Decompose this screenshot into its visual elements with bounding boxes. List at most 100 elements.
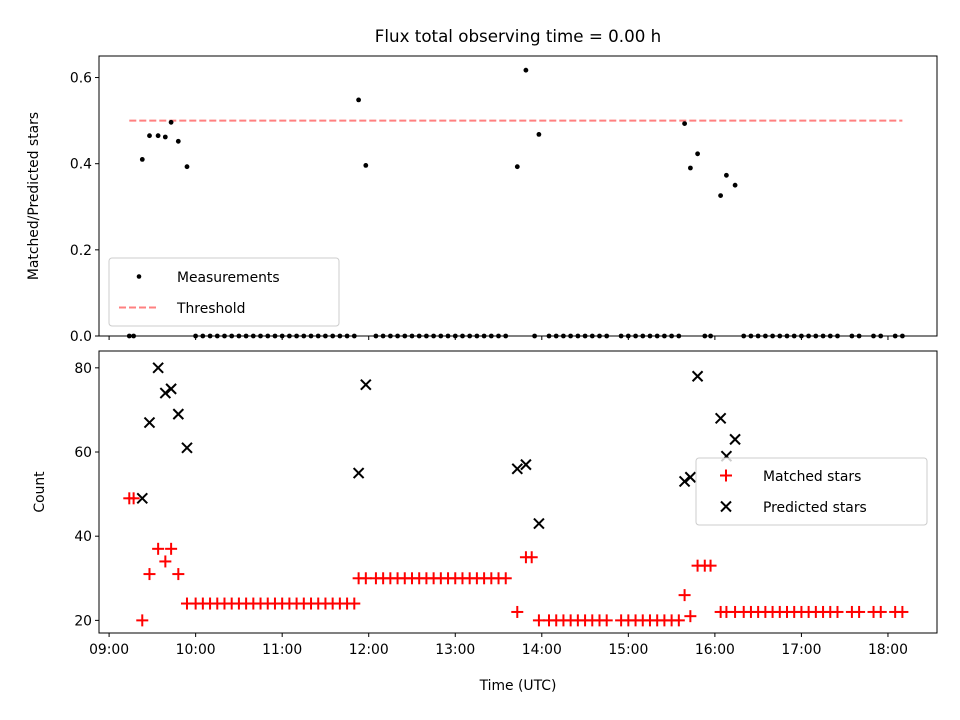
x-tick-label: 17:00 bbox=[781, 642, 821, 658]
predicted-star-point bbox=[352, 467, 365, 479]
legend-matched-label: Matched stars bbox=[763, 469, 861, 485]
predicted-star-point bbox=[684, 471, 697, 483]
ratio-y-axis-label: Matched/Predicted stars bbox=[26, 112, 42, 280]
y-tick-label: 80 bbox=[74, 361, 92, 377]
count-axes: 20 40 60 80 09:00 10:00 11:00 12:00 13:00 14:00 1… bbox=[32, 350, 938, 694]
matched-star-point bbox=[874, 605, 887, 618]
measurement-point bbox=[356, 97, 361, 103]
legend-threshold-label: Threshold bbox=[176, 301, 245, 317]
predicted-star-point bbox=[714, 412, 727, 425]
matched-star-point bbox=[152, 542, 165, 555]
matched-star-point bbox=[704, 559, 717, 572]
legend-matched-marker bbox=[720, 469, 732, 482]
y-tick-label: 0.0 bbox=[70, 329, 92, 345]
predicted-star-point bbox=[159, 387, 172, 399]
predicted-star-point bbox=[172, 408, 185, 420]
predicted-star-point bbox=[136, 492, 148, 505]
x-tick-label: 12:00 bbox=[349, 642, 389, 658]
ratio-axes-frame bbox=[98, 55, 938, 337]
legend-measurements-label: Measurements bbox=[177, 270, 280, 286]
x-tick-label: 11:00 bbox=[262, 642, 302, 658]
y-tick-label: 0.4 bbox=[70, 157, 92, 173]
predicted-star-point bbox=[729, 433, 741, 446]
x-tick-label: 13:00 bbox=[435, 642, 475, 658]
matched-star-point bbox=[143, 568, 156, 581]
predicted-star-point bbox=[360, 378, 372, 391]
legend-predicted-label: Predicted stars bbox=[763, 500, 867, 516]
x-tick-label: 15:00 bbox=[608, 642, 648, 658]
x-tick-label: 16:00 bbox=[695, 642, 735, 658]
matched-star-point bbox=[136, 614, 149, 627]
measurement-point bbox=[724, 172, 729, 178]
measurement-point bbox=[147, 133, 152, 139]
predicted-star-point bbox=[143, 416, 156, 429]
matched-star-point bbox=[172, 568, 185, 581]
measurement-point bbox=[523, 67, 529, 73]
count-x-axis-label: Time (UTC) bbox=[479, 678, 557, 694]
measurement-point bbox=[695, 151, 700, 157]
measurement-point bbox=[175, 138, 181, 144]
count-y-axis-label: Count bbox=[32, 471, 48, 513]
legend-predicted-marker bbox=[720, 500, 732, 513]
count-legend-box bbox=[695, 457, 928, 526]
matched-star-point bbox=[672, 614, 685, 627]
ratio-axes: 0.0 0.2 0.4 0.6 Matched/Predicted stars Mea… bbox=[26, 55, 938, 345]
predicted-star-point bbox=[520, 458, 532, 471]
measurement-point bbox=[514, 164, 520, 170]
ratio-legend: Measurements Threshold bbox=[108, 257, 340, 327]
count-x-ticks: 09:00 10:00 11:00 12:00 13:00 14:00 15:00 16:00… bbox=[89, 633, 908, 658]
measurement-point bbox=[732, 182, 738, 188]
legend-measurements-marker bbox=[136, 274, 142, 279]
y-tick-label: 0.6 bbox=[70, 71, 92, 87]
ratio-y-ticks: 0.0 0.2 0.4 0.6 bbox=[70, 71, 99, 345]
ratio-plot-area bbox=[126, 67, 905, 339]
measurement-point bbox=[536, 132, 542, 137]
ratio-x-ticks bbox=[108, 336, 889, 340]
chart-title: Flux total observing time = 0.00 h bbox=[375, 26, 661, 46]
matched-star-point bbox=[159, 555, 172, 568]
measurement-point bbox=[688, 165, 693, 171]
matched-star-point bbox=[684, 610, 697, 623]
count-y-ticks: 20 40 60 80 bbox=[74, 361, 99, 629]
y-tick-label: 40 bbox=[74, 529, 92, 545]
measurement-point bbox=[718, 193, 723, 199]
matched-star-point bbox=[348, 597, 361, 610]
matched-star-point bbox=[511, 605, 524, 618]
y-tick-label: 60 bbox=[74, 445, 92, 461]
matched-star-point bbox=[831, 605, 844, 618]
matched-star-point bbox=[359, 572, 372, 585]
predicted-star-point bbox=[678, 475, 691, 488]
measurement-point bbox=[155, 133, 161, 139]
matched-star-point bbox=[525, 551, 538, 564]
matched-star-point bbox=[532, 614, 545, 627]
measurement-point bbox=[682, 121, 687, 126]
x-tick-label: 18:00 bbox=[868, 642, 908, 658]
predicted-star-point bbox=[691, 370, 704, 382]
measurement-point bbox=[184, 164, 190, 170]
matched-star-point bbox=[165, 542, 178, 555]
count-legend: Matched stars Predicted stars bbox=[695, 457, 928, 526]
matched-star-point bbox=[127, 492, 140, 505]
count-plot-area bbox=[123, 362, 909, 627]
predicted-star-point bbox=[181, 442, 193, 454]
measurement-point bbox=[168, 119, 174, 125]
measurement-point bbox=[139, 157, 145, 162]
matched-star-point bbox=[896, 605, 909, 618]
ratio-legend-box bbox=[108, 257, 340, 327]
matched-star-point bbox=[499, 572, 512, 585]
count-axes-frame bbox=[98, 350, 938, 634]
x-tick-label: 14:00 bbox=[522, 642, 562, 658]
matched-star-point bbox=[678, 589, 691, 602]
x-tick-label: 10:00 bbox=[176, 642, 216, 658]
matched-star-point bbox=[853, 605, 866, 618]
predicted-star-point bbox=[533, 517, 545, 530]
predicted-star-point bbox=[152, 362, 164, 374]
y-tick-label: 0.2 bbox=[70, 243, 92, 259]
matched-star-point bbox=[600, 614, 613, 627]
predicted-star-point bbox=[511, 463, 523, 475]
measurement-point bbox=[162, 134, 168, 140]
measurement-point bbox=[363, 163, 369, 168]
predicted-star-point bbox=[165, 383, 177, 395]
y-tick-label: 20 bbox=[74, 613, 92, 629]
